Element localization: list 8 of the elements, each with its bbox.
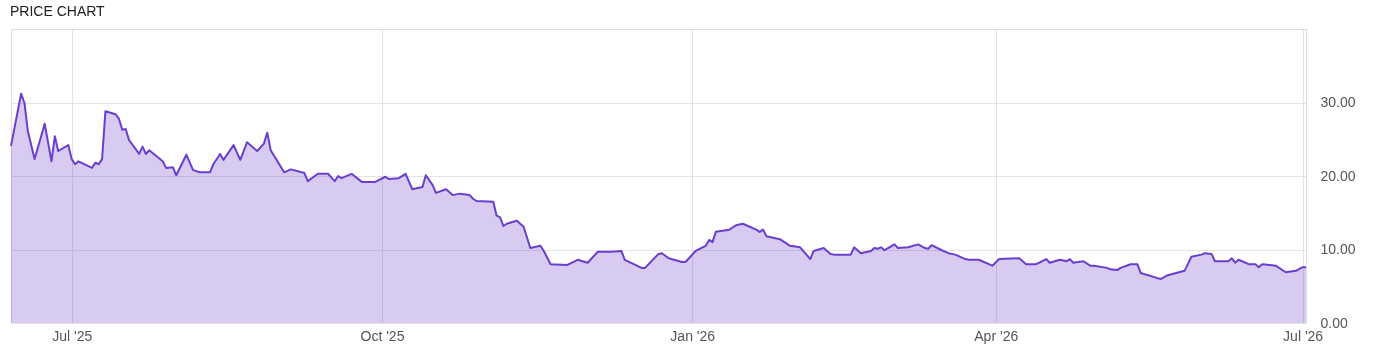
y-tick-label: 10.00 xyxy=(1320,241,1356,257)
x-tick-label: Apr '26 xyxy=(974,327,1019,344)
x-tick-label: Jan '26 xyxy=(670,327,716,344)
y-tick-label: 20.00 xyxy=(1320,167,1356,184)
x-tick-label: Jul '25 xyxy=(52,327,93,344)
y-tick-label: 30.00 xyxy=(1320,94,1356,110)
chart-title: PRICE CHART xyxy=(10,3,106,19)
x-tick-label: Oct '25 xyxy=(360,327,405,344)
